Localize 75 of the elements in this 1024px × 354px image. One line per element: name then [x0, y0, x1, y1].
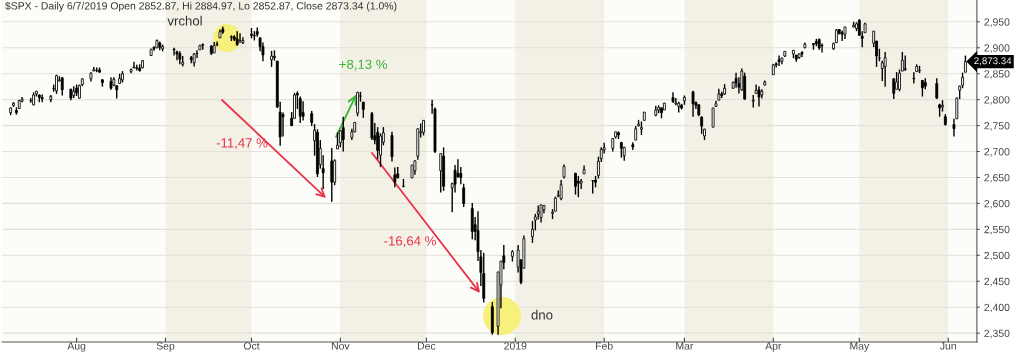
candlestick: [442, 146, 446, 192]
x-tick-label: Sep: [156, 342, 175, 352]
candlestick: [820, 42, 824, 54]
x-tick-label: Apr: [765, 342, 782, 352]
candlestick: [812, 42, 815, 51]
x-tick-label: Nov: [331, 342, 350, 350]
y-tick-label: 2,350: [984, 329, 1010, 339]
candlestick: [574, 172, 577, 196]
candlestick: [141, 59, 144, 70]
candlestick: [952, 118, 956, 138]
candlestick: [12, 101, 15, 108]
chart-title: $SPX - Daily 6/7/2019 Open 2852.87, Hi 2884.97, Lo 2852.87, Close 2873.34 (1.0%): [5, 1, 397, 12]
candlestick: [510, 249, 514, 263]
x-tick-label: 2019: [504, 342, 527, 350]
y-tick-label: 2,450: [984, 277, 1010, 287]
candlestick: [250, 27, 253, 40]
candlestick: [855, 21, 858, 32]
candlestick: [941, 99, 944, 113]
candlestick: [660, 106, 663, 120]
candlestick: [121, 70, 124, 84]
candlestick: [680, 103, 683, 111]
y-tick-label: 2,650: [984, 173, 1010, 183]
candlestick: [336, 131, 339, 150]
candlestick: [743, 71, 747, 101]
candlestick: [270, 50, 273, 68]
candlestick: [356, 91, 359, 117]
candlestick: [683, 94, 686, 106]
candlestick: [261, 41, 265, 62]
candlestick: [723, 83, 727, 96]
candlestick: [333, 158, 337, 186]
x-tick-label: Jun: [939, 342, 956, 350]
annotation: dno: [531, 309, 553, 320]
annotation: vrchol: [167, 15, 202, 26]
candlestick: [912, 71, 916, 85]
annotation: 2,873.34: [974, 57, 1012, 66]
y-tick-label: 2,600: [984, 199, 1010, 209]
x-tick-label: Mar: [676, 342, 694, 350]
x-tick-label: Oct: [243, 342, 260, 350]
candlestick: [640, 120, 643, 136]
candlestick: [316, 128, 319, 178]
y-tick-label: 2,750: [984, 122, 1010, 131]
candlestick: [55, 74, 58, 95]
candlestick: [273, 49, 276, 62]
candlestick: [470, 202, 474, 240]
candlestick: [298, 95, 302, 124]
candlestick: [330, 147, 334, 203]
candlestick: [390, 131, 394, 163]
candlestick: [961, 71, 964, 89]
candlestick: [100, 78, 104, 88]
annotation: -16,64 %: [384, 236, 436, 248]
annotation: -11,47 %: [216, 138, 268, 150]
candlestick: [883, 51, 887, 88]
x-tick-label: May: [850, 342, 870, 352]
y-tick-label: 2,950: [984, 18, 1010, 27]
x-tick-label: Feb: [596, 341, 613, 350]
candlestick: [462, 183, 466, 208]
x-tick-label: Dec: [417, 342, 436, 350]
candlestick: [617, 130, 620, 140]
candlestick: [78, 83, 81, 100]
candlestick: [172, 47, 176, 57]
y-tick-label: 2,400: [984, 303, 1010, 313]
candlestick: [98, 66, 101, 74]
candlestick: [711, 107, 715, 128]
y-tick-label: 2,850: [984, 70, 1010, 79]
x-tick-label: Aug: [67, 342, 86, 352]
candlestick: [422, 119, 425, 137]
y-tick-label: 2,700: [984, 148, 1010, 157]
y-tick-label: 2,550: [984, 225, 1010, 235]
candlestick: [301, 100, 305, 122]
y-tick-label: 2,900: [984, 44, 1010, 53]
annotation: +8,13 %: [339, 59, 388, 71]
y-tick-label: 2,500: [984, 251, 1010, 261]
y-tick-label: 2,800: [984, 96, 1010, 105]
candlestick: [832, 41, 835, 51]
candlestick: [281, 111, 285, 138]
